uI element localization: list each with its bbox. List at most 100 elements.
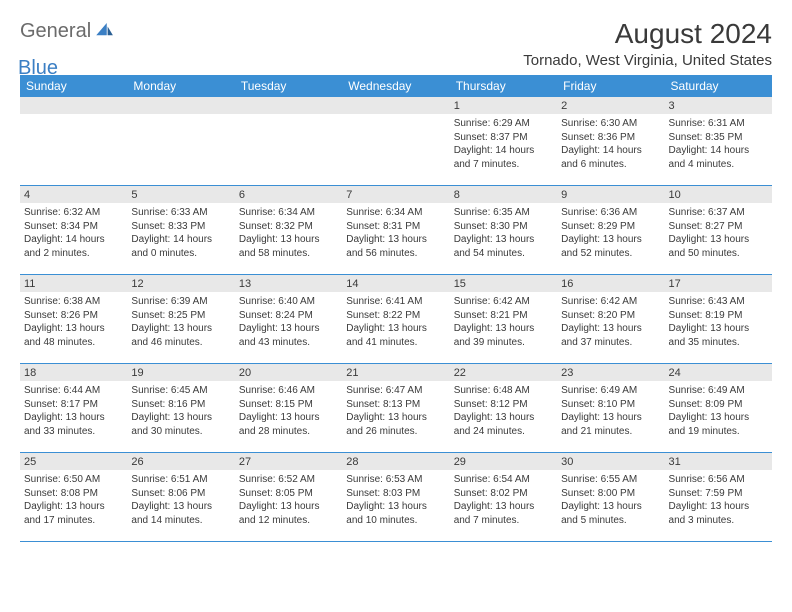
sunset-text: Sunset: 8:17 PM [24,398,123,412]
day-cell [20,97,127,185]
title-block: August 2024 Tornado, West Virginia, Unit… [523,18,772,69]
dow-thursday: Thursday [450,75,557,97]
sunrise-text: Sunrise: 6:33 AM [131,206,230,220]
sunset-text: Sunset: 8:13 PM [346,398,445,412]
dow-friday: Friday [557,75,664,97]
sunrise-text: Sunrise: 6:40 AM [239,295,338,309]
sunrise-text: Sunrise: 6:42 AM [561,295,660,309]
day-cell: 29Sunrise: 6:54 AMSunset: 8:02 PMDayligh… [450,453,557,541]
week-row: 11Sunrise: 6:38 AMSunset: 8:26 PMDayligh… [20,275,772,364]
sunset-text: Sunset: 8:19 PM [669,309,768,323]
day-body: Sunrise: 6:51 AMSunset: 8:06 PMDaylight:… [127,470,234,529]
sunrise-text: Sunrise: 6:49 AM [561,384,660,398]
day-cell: 31Sunrise: 6:56 AMSunset: 7:59 PMDayligh… [665,453,772,541]
sunset-text: Sunset: 8:00 PM [561,487,660,501]
daylight-text-line1: Daylight: 13 hours [669,500,768,514]
daylight-text-line1: Daylight: 13 hours [454,322,553,336]
sunrise-text: Sunrise: 6:47 AM [346,384,445,398]
day-body: Sunrise: 6:41 AMSunset: 8:22 PMDaylight:… [342,292,449,351]
sunrise-text: Sunrise: 6:46 AM [239,384,338,398]
daylight-text-line1: Daylight: 13 hours [561,411,660,425]
day-number: 8 [450,186,557,203]
day-number [20,97,127,114]
month-title: August 2024 [523,18,772,50]
day-cell: 16Sunrise: 6:42 AMSunset: 8:20 PMDayligh… [557,275,664,363]
day-number: 26 [127,453,234,470]
sunset-text: Sunset: 8:22 PM [346,309,445,323]
day-body: Sunrise: 6:30 AMSunset: 8:36 PMDaylight:… [557,114,664,173]
daylight-text-line1: Daylight: 13 hours [346,500,445,514]
daylight-text-line1: Daylight: 13 hours [239,233,338,247]
day-body: Sunrise: 6:53 AMSunset: 8:03 PMDaylight:… [342,470,449,529]
daylight-text-line1: Daylight: 13 hours [239,500,338,514]
day-number: 17 [665,275,772,292]
day-body: Sunrise: 6:31 AMSunset: 8:35 PMDaylight:… [665,114,772,173]
day-cell: 28Sunrise: 6:53 AMSunset: 8:03 PMDayligh… [342,453,449,541]
day-cell: 23Sunrise: 6:49 AMSunset: 8:10 PMDayligh… [557,364,664,452]
day-cell: 14Sunrise: 6:41 AMSunset: 8:22 PMDayligh… [342,275,449,363]
daylight-text-line1: Daylight: 13 hours [346,233,445,247]
day-cell [342,97,449,185]
sunset-text: Sunset: 8:12 PM [454,398,553,412]
daylight-text-line1: Daylight: 13 hours [239,411,338,425]
day-cell: 4Sunrise: 6:32 AMSunset: 8:34 PMDaylight… [20,186,127,274]
daylight-text-line1: Daylight: 14 hours [454,144,553,158]
sunrise-text: Sunrise: 6:41 AM [346,295,445,309]
sunrise-text: Sunrise: 6:54 AM [454,473,553,487]
day-body: Sunrise: 6:48 AMSunset: 8:12 PMDaylight:… [450,381,557,440]
calendar-page: General Blue August 2024 Tornado, West V… [0,0,792,550]
sunrise-text: Sunrise: 6:32 AM [24,206,123,220]
day-body: Sunrise: 6:35 AMSunset: 8:30 PMDaylight:… [450,203,557,262]
daylight-text-line1: Daylight: 13 hours [24,500,123,514]
location-text: Tornado, West Virginia, United States [523,52,772,69]
daylight-text-line2: and 50 minutes. [669,247,768,261]
day-cell: 7Sunrise: 6:34 AMSunset: 8:31 PMDaylight… [342,186,449,274]
daylight-text-line1: Daylight: 13 hours [669,322,768,336]
daylight-text-line2: and 21 minutes. [561,425,660,439]
day-number: 25 [20,453,127,470]
day-number [342,97,449,114]
sunrise-text: Sunrise: 6:52 AM [239,473,338,487]
day-body: Sunrise: 6:40 AMSunset: 8:24 PMDaylight:… [235,292,342,351]
sunrise-text: Sunrise: 6:43 AM [669,295,768,309]
day-cell: 19Sunrise: 6:45 AMSunset: 8:16 PMDayligh… [127,364,234,452]
day-body: Sunrise: 6:56 AMSunset: 7:59 PMDaylight:… [665,470,772,529]
daylight-text-line2: and 17 minutes. [24,514,123,528]
daylight-text-line2: and 28 minutes. [239,425,338,439]
day-body: Sunrise: 6:34 AMSunset: 8:31 PMDaylight:… [342,203,449,262]
sunrise-text: Sunrise: 6:42 AM [454,295,553,309]
day-cell: 20 Sunrise: 6:46 AMSunset: 8:15 PMDayligh… [235,364,342,452]
day-body: Sunrise: 6:49 AMSunset: 8:10 PMDaylight:… [557,381,664,440]
daylight-text-line1: Daylight: 13 hours [239,322,338,336]
daylight-text-line2: and 58 minutes. [239,247,338,261]
daylight-text-line1: Daylight: 14 hours [561,144,660,158]
sunrise-text: Sunrise: 6:36 AM [561,206,660,220]
daylight-text-line2: and 26 minutes. [346,425,445,439]
day-number: 20 [235,364,342,381]
day-cell: 15Sunrise: 6:42 AMSunset: 8:21 PMDayligh… [450,275,557,363]
day-number: 3 [665,97,772,114]
day-body: Sunrise: 6:50 AMSunset: 8:08 PMDaylight:… [20,470,127,529]
weeks-container: 1Sunrise: 6:29 AMSunset: 8:37 PMDaylight… [20,97,772,542]
day-cell: 30Sunrise: 6:55 AMSunset: 8:00 PMDayligh… [557,453,664,541]
calendar-grid: Sunday Monday Tuesday Wednesday Thursday… [20,75,772,542]
day-number [235,97,342,114]
day-body: Sunrise: 6:54 AMSunset: 8:02 PMDaylight:… [450,470,557,529]
day-body: Sunrise: 6:55 AMSunset: 8:00 PMDaylight:… [557,470,664,529]
day-number: 19 [127,364,234,381]
dow-wednesday: Wednesday [342,75,449,97]
daylight-text-line2: and 43 minutes. [239,336,338,350]
day-number: 24 [665,364,772,381]
daylight-text-line1: Daylight: 13 hours [346,411,445,425]
daylight-text-line2: and 46 minutes. [131,336,230,350]
daylight-text-line1: Daylight: 14 hours [24,233,123,247]
sunrise-text: Sunrise: 6:38 AM [24,295,123,309]
daylight-text-line2: and 41 minutes. [346,336,445,350]
daylight-text-line1: Daylight: 13 hours [669,411,768,425]
day-body: Sunrise: 6:42 AMSunset: 8:20 PMDaylight:… [557,292,664,351]
sunset-text: Sunset: 8:15 PM [239,398,338,412]
sunrise-text: Sunrise: 6:49 AM [669,384,768,398]
daylight-text-line2: and 19 minutes. [669,425,768,439]
daylight-text-line2: and 2 minutes. [24,247,123,261]
daylight-text-line2: and 10 minutes. [346,514,445,528]
